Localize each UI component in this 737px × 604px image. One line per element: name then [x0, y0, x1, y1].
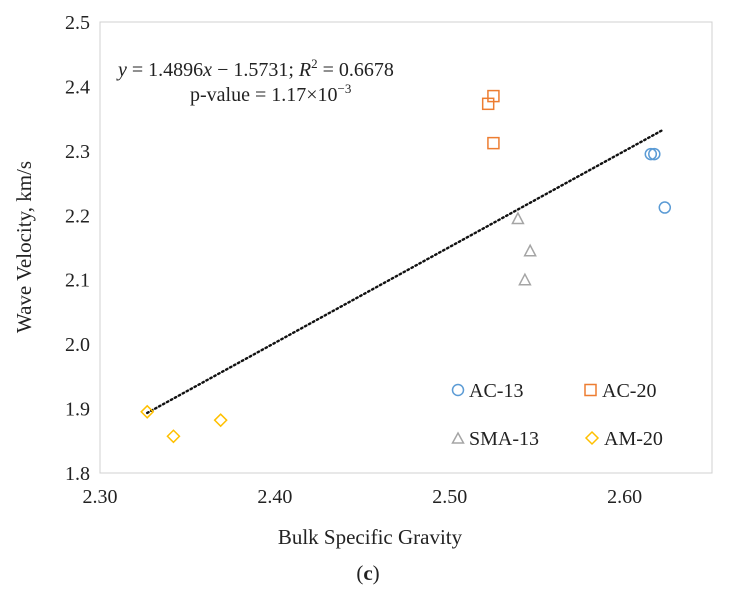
legend-label-sma13: SMA-13: [469, 428, 539, 450]
x-axis-title: Bulk Specific Gravity: [278, 525, 463, 549]
y-tick-label: 1.9: [65, 399, 90, 421]
legend-label-ac13: AC-13: [469, 380, 523, 402]
data-points: [140, 89, 672, 444]
legend-marker-ac13: [451, 383, 465, 397]
equation-slope: = 1.4896: [127, 59, 203, 81]
x-tick-label: 2.30: [83, 486, 118, 508]
p-value-annotation: p-value = 1.17×10−3: [190, 81, 351, 106]
data-point-am20: [140, 404, 155, 419]
y-tick-label: 2.3: [65, 141, 90, 163]
y-tick-label: 2.2: [65, 205, 90, 227]
y-tick-label: 2.1: [65, 270, 90, 292]
data-point-sma13: [518, 272, 532, 286]
data-point-sma13: [511, 211, 525, 225]
equation-r-exponent: 2: [311, 56, 318, 71]
y-tick-label: 1.8: [65, 463, 90, 485]
y-axis: 1.8 1.9 2.0 2.1 2.2 2.3 2.4 2.5: [65, 12, 90, 485]
x-tick-label: 2.60: [607, 486, 642, 508]
legend-marker-sma13: [451, 431, 465, 444]
y-tick-label: 2.0: [65, 334, 90, 356]
legend-label-am20: AM-20: [604, 428, 663, 450]
legend: AC-13 AC-20 SMA-13 AM-20: [451, 380, 663, 450]
data-point-ac20: [487, 136, 500, 150]
y-axis-title: Wave Velocity, km/s: [12, 161, 36, 333]
equation-r-value: = 0.6678: [318, 59, 394, 81]
x-tick-label: 2.40: [257, 486, 292, 508]
data-point-ac13: [644, 147, 658, 161]
p-value-text: p-value = 1.17×10: [190, 84, 338, 106]
equation-x-var: x: [202, 59, 212, 81]
x-axis: 2.30 2.40 2.50 2.60: [83, 486, 643, 508]
legend-label-ac20: AC-20: [602, 380, 656, 402]
legend-marker-am20: [584, 430, 600, 446]
data-point-am20: [213, 413, 228, 428]
trendline: [146, 128, 665, 415]
data-point-ac13: [648, 147, 661, 161]
equation-r-var: R: [298, 59, 311, 81]
regression-equation: y = 1.4896x − 1.5731; R2 = 0.6678: [116, 56, 394, 81]
y-tick-label: 2.4: [65, 76, 90, 98]
equation-intercept: − 1.5731;: [212, 59, 299, 81]
caption-letter: c: [363, 561, 372, 585]
y-tick-label: 2.5: [65, 12, 90, 34]
plot-area: [99, 21, 713, 474]
legend-marker-ac20: [584, 383, 597, 397]
equation-y-var: y: [116, 59, 127, 81]
caption-close: ): [373, 561, 380, 585]
data-point-ac20: [481, 97, 495, 111]
x-tick-label: 2.50: [432, 486, 467, 508]
data-point-sma13: [523, 243, 537, 257]
data-point-am20: [166, 429, 181, 444]
caption-open: (: [356, 561, 363, 585]
data-point-ac13: [658, 201, 672, 214]
figure-caption: (c): [356, 561, 379, 585]
p-value-exponent: −3: [338, 81, 352, 96]
